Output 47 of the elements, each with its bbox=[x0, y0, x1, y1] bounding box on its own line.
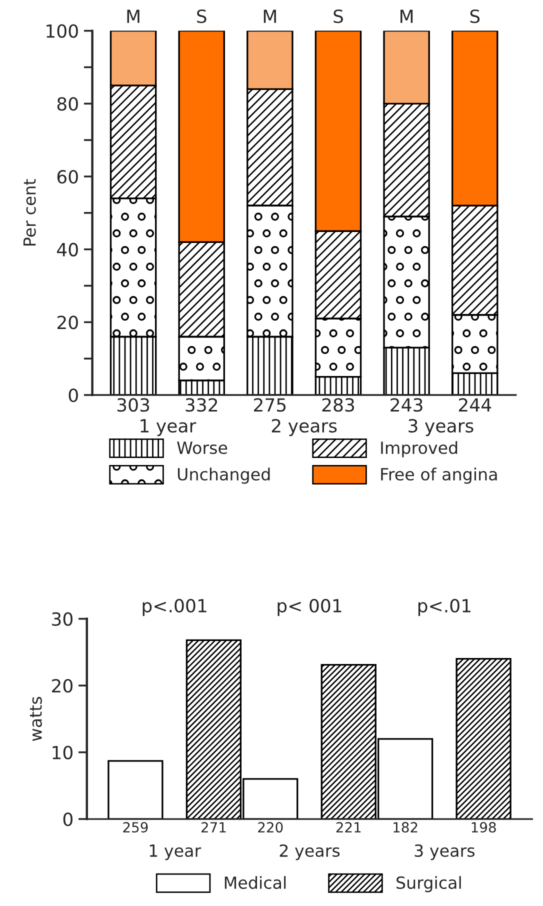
y-tick-label: 20 bbox=[52, 679, 72, 693]
legend-label: Worse bbox=[177, 442, 228, 454]
y-axis-title: Per cent bbox=[23, 179, 36, 246]
x-tick-label: 243 bbox=[390, 398, 422, 412]
annotation: M bbox=[264, 10, 276, 23]
text: 220 bbox=[258, 822, 283, 833]
x-tick-label: 1 year bbox=[150, 844, 202, 860]
text: p<.001 bbox=[142, 598, 206, 616]
annotation: S bbox=[334, 9, 343, 24]
legend-label: Unchanged bbox=[178, 468, 270, 484]
y-tick-label: 60 bbox=[57, 170, 78, 184]
y-tick-label: 0 bbox=[68, 388, 78, 402]
annotation: M bbox=[127, 10, 140, 23]
text: 198 bbox=[472, 822, 496, 833]
y-tick-label: 30 bbox=[52, 612, 72, 626]
y-tick-label: 20 bbox=[57, 316, 78, 330]
y-axis-title: watts bbox=[30, 696, 42, 742]
y-tick-label: 40 bbox=[57, 242, 78, 256]
text: 221 bbox=[336, 822, 361, 832]
x-tick-label: 3 years bbox=[414, 844, 475, 860]
text: 259 bbox=[123, 822, 148, 833]
annotation: M bbox=[400, 10, 413, 23]
x-tick-label: 303 bbox=[117, 398, 150, 412]
text: p< 001 bbox=[278, 598, 342, 616]
y-tick-label: 100 bbox=[46, 24, 78, 38]
text: 1 year bbox=[140, 419, 196, 436]
legend-label: Improved bbox=[381, 441, 458, 458]
y-tick-label: 0 bbox=[63, 812, 72, 826]
x-tick-label: 244 bbox=[458, 398, 492, 412]
text: 3 years bbox=[408, 418, 474, 436]
text: 2 years bbox=[272, 418, 337, 436]
text: p<.01 bbox=[418, 598, 470, 616]
x-tick-label: 283 bbox=[322, 398, 354, 412]
bar bbox=[108, 760, 164, 820]
x-tick-label: 332 bbox=[186, 398, 218, 412]
y-tick-label: 80 bbox=[57, 97, 78, 111]
text: 271 bbox=[201, 822, 226, 832]
annotation: S bbox=[470, 9, 480, 24]
x-tick-label: 2 years bbox=[280, 844, 340, 860]
legend-label: Surgical bbox=[396, 876, 461, 892]
bar bbox=[456, 658, 512, 820]
text: 182 bbox=[394, 822, 418, 833]
y-tick-label: 10 bbox=[52, 746, 72, 760]
annotation: S bbox=[197, 9, 206, 24]
x-tick-label: 275 bbox=[254, 398, 286, 412]
legend-label: Medical bbox=[224, 876, 286, 889]
legend-label: Free of angina bbox=[381, 468, 497, 484]
